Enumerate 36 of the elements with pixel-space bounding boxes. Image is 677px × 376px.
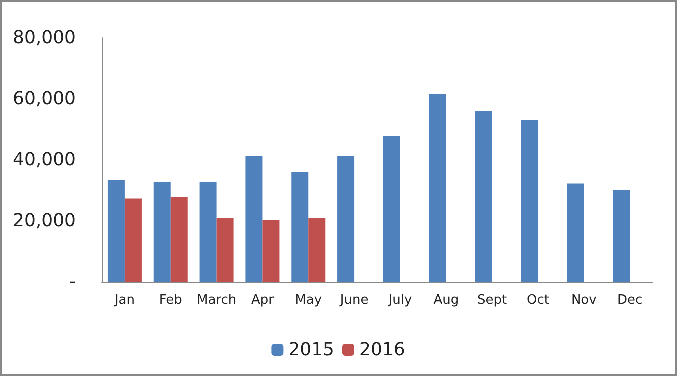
bar	[475, 112, 492, 282]
bar	[429, 94, 446, 282]
bar	[124, 198, 142, 282]
bar	[567, 184, 584, 282]
bar	[308, 218, 326, 282]
x-tick-label: June	[339, 293, 369, 308]
y-tick-label: 40,000	[13, 150, 76, 170]
x-tick-label: Aug	[434, 293, 460, 308]
bar	[216, 218, 234, 282]
bar	[170, 197, 188, 282]
y-tick-label: 80,000	[13, 28, 76, 48]
bar	[262, 220, 280, 282]
x-tick-label: Feb	[159, 293, 182, 308]
legend-label: 2015	[288, 340, 335, 360]
bar	[521, 120, 538, 282]
x-tick-label: Sept	[477, 293, 508, 308]
x-tick-label: May	[295, 293, 322, 308]
bar	[200, 182, 217, 282]
bar	[292, 172, 309, 282]
x-tick-label: Nov	[571, 293, 598, 308]
bar	[338, 156, 355, 282]
bar	[383, 136, 400, 282]
x-tick-label: Oct	[526, 293, 550, 308]
bar	[613, 190, 630, 282]
x-tick-label: July	[388, 293, 412, 308]
y-tick-label: -	[70, 272, 76, 292]
bar	[108, 180, 125, 282]
x-tick-label: Dec	[617, 293, 643, 308]
y-tick-label: 60,000	[13, 88, 76, 110]
bar	[154, 182, 171, 282]
x-tick-label: Jan	[114, 293, 135, 308]
bar	[246, 156, 263, 282]
legend-label: 2016	[360, 340, 406, 360]
x-tick-label: March	[196, 293, 237, 308]
x-tick-label: Apr	[251, 293, 275, 308]
y-tick-label: 20,000	[13, 210, 76, 232]
